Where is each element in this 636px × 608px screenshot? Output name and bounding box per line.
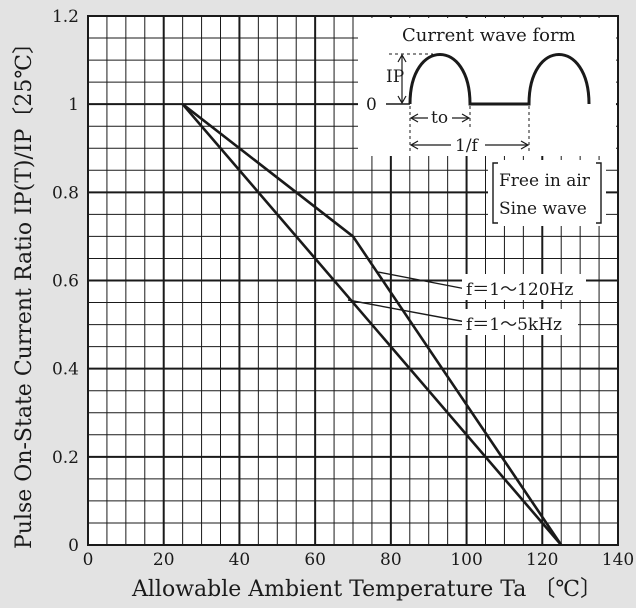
waveform-inset: Current wave form IP 0 to 1/f	[358, 18, 616, 156]
y-tick-label: 0.6	[52, 272, 79, 292]
x-axis-label: Allowable Ambient Temperature Ta 〔℃〕	[131, 577, 602, 602]
inset-to-arrowheads	[409, 113, 471, 123]
series-2-leader	[347, 299, 467, 323]
y-tick-label: 0.2	[52, 448, 79, 468]
inset-title: Current wave form	[402, 25, 576, 46]
inset-bg	[358, 18, 616, 156]
inset-to-label: to	[431, 108, 448, 128]
inset-zero-label: 0	[366, 95, 377, 115]
legend-box: Free in air Sine wave	[488, 160, 606, 226]
legend-right-bracket	[596, 162, 602, 224]
x-tick-label: 20	[153, 550, 175, 570]
legend-line-2: Sine wave	[499, 199, 587, 219]
plot-frame	[87, 15, 619, 546]
legend-bg	[488, 160, 606, 226]
x-tick-label: 60	[304, 550, 326, 570]
x-tick-label: 40	[229, 550, 251, 570]
y-axis-label: Pulse On-State Current Ratio IP(T)/IP〔25…	[12, 32, 37, 549]
series-1-leader	[377, 271, 467, 290]
y-tick-label: 0.4	[52, 360, 79, 380]
y-tick-label: 0.8	[52, 183, 79, 203]
series-2-line	[181, 103, 563, 546]
y-tick-label: 1.2	[52, 7, 79, 27]
series-2-label-bg	[462, 309, 578, 335]
legend-line-1: Free in air	[499, 171, 591, 191]
x-tick-label: 100	[450, 550, 482, 570]
series-layer	[181, 103, 563, 546]
inset-amplitude-label: IP	[386, 67, 404, 87]
legend-left-bracket	[492, 162, 498, 224]
y-tick-label: 1	[68, 95, 79, 115]
x-tick-label: 80	[380, 550, 402, 570]
inset-amplitude-arrowheads	[397, 53, 407, 105]
series-2-label: f＝1～5kHz	[466, 315, 562, 335]
inset-period-arrowheads	[409, 140, 530, 150]
inset-waveform	[408, 53, 591, 106]
x-tick-label: 0	[83, 550, 94, 570]
x-tick-labels: 0 20 40 60 80 100 120 140	[83, 550, 635, 570]
series-1-label: f＝1～120Hz	[466, 280, 573, 300]
series-1-label-bg	[462, 274, 586, 300]
x-tick-label: 120	[526, 550, 558, 570]
inset-period-label-bg	[451, 134, 485, 154]
inset-period-label: 1/f	[455, 136, 480, 156]
x-tick-label: 140	[602, 550, 634, 570]
y-tick-label: 0	[68, 536, 79, 556]
y-tick-labels: 0 0.2 0.4 0.6 0.8 1 1.2	[52, 7, 79, 556]
inset-to-label-bg	[428, 108, 452, 126]
